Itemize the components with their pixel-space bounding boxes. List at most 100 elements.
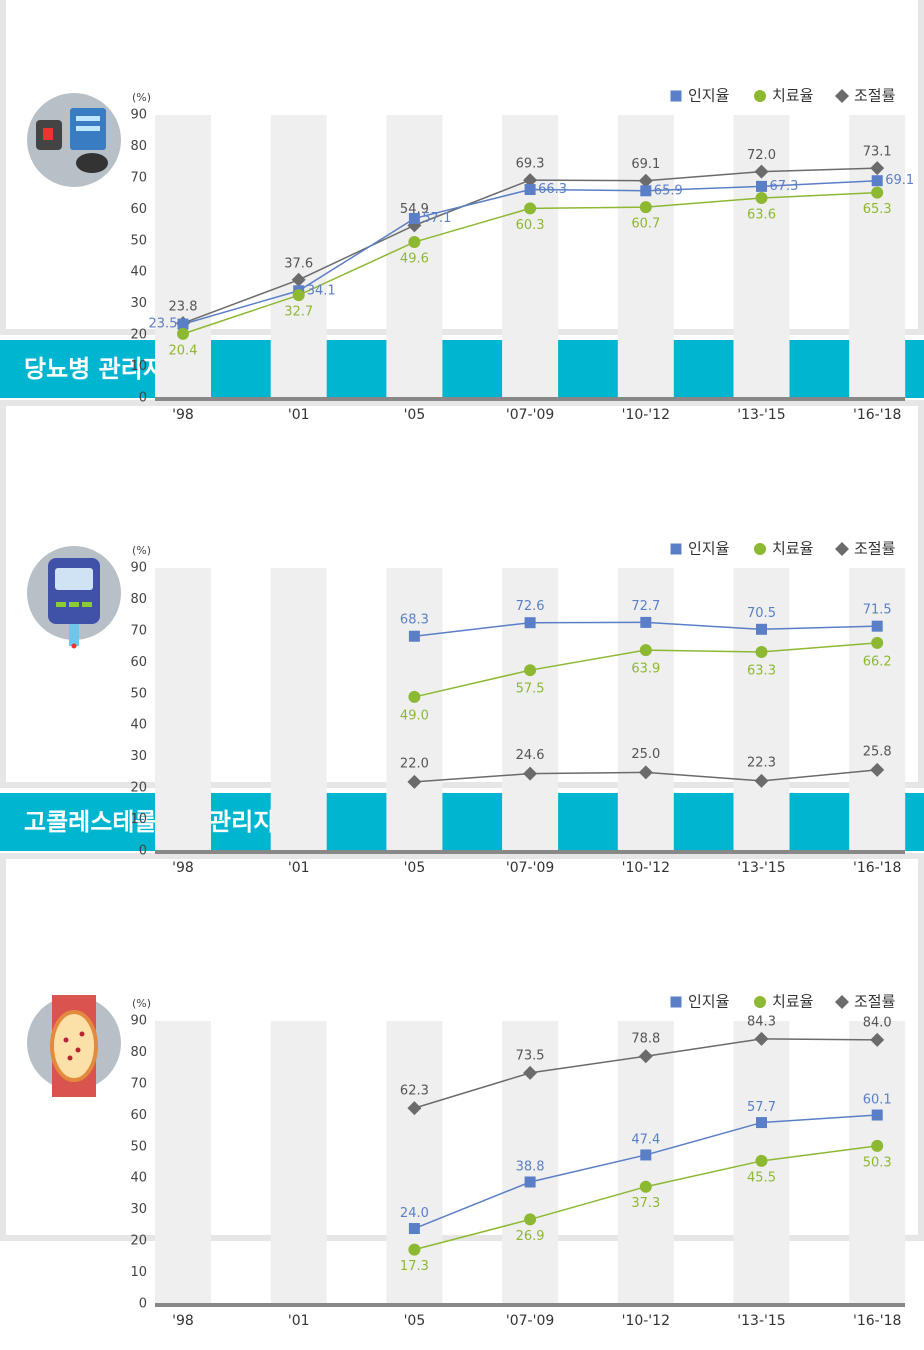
marker [755,192,768,205]
marker [524,664,537,677]
marker [408,212,420,224]
data-label: 50.3 [863,1155,892,1170]
data-label: 49.6 [400,252,429,267]
x-tick-label: '05 [404,860,426,876]
marker [524,1213,537,1226]
data-label: 73.1 [863,145,892,160]
x-tick-label: '07-'09 [506,860,554,876]
x-tick-label: '01 [288,1313,310,1329]
data-label: 63.3 [747,663,776,678]
x-tick-label: '13-'15 [737,407,785,423]
data-label: 78.8 [631,1032,660,1047]
x-tick-label: '10-'12 [622,1313,670,1329]
marker [524,1176,536,1188]
data-label: 65.9 [654,183,683,198]
x-tick-label: '07-'09 [506,407,554,423]
column-band [617,115,674,398]
marker [835,542,849,556]
marker [408,236,421,249]
data-label: 66.2 [863,654,892,669]
x-tick-label: '16-'18 [853,860,901,876]
legend-label: 조절률 [854,540,896,558]
x-tick-label: '13-'15 [737,1313,785,1329]
y-tick-label: 40 [130,265,147,280]
marker [871,620,883,632]
y-tick-label: 70 [130,170,147,185]
legend-label: 치료율 [772,993,813,1011]
data-label: 84.0 [863,1015,892,1030]
marker [524,184,536,196]
x-tick-label: '05 [404,1313,426,1329]
chart: 고혈압 관리지표0102030405060708090(%)'98'01'05'… [0,0,924,423]
column-band [849,1021,906,1304]
x-tick-label: '10-'12 [622,407,670,423]
data-label: 57.1 [422,211,451,226]
data-label: 26.9 [516,1229,545,1244]
data-label: 25.0 [631,747,660,762]
marker [408,690,421,703]
column-band [617,568,674,851]
marker [754,164,769,179]
data-label: 72.0 [747,148,776,163]
data-label: 66.3 [538,182,567,197]
marker [408,630,420,642]
data-label: 45.5 [747,1170,776,1185]
data-label: 54.9 [400,202,429,217]
legend-label: 조절률 [854,87,896,105]
column-band [155,568,211,851]
y-axis-label: (%) [132,91,151,104]
x-tick-label: '98 [172,407,194,423]
marker [754,996,766,1008]
column-band [386,568,443,851]
y-tick-label: 50 [130,686,147,701]
y-tick-label: 50 [130,233,147,248]
marker [871,636,884,649]
data-label: 38.8 [516,1159,545,1174]
marker [407,1101,422,1116]
column-band [155,115,211,398]
data-label: 25.8 [863,744,892,759]
y-tick-label: 50 [130,1139,147,1154]
data-label: 23.8 [169,300,198,315]
y-tick-label: 90 [130,108,147,123]
marker [670,543,682,555]
x-tick-label: '10-'12 [622,860,670,876]
y-tick-label: 20 [130,328,147,343]
x-tick-label: '01 [288,860,310,876]
marker [871,186,884,199]
data-label: 72.6 [516,599,545,614]
column-band [502,568,559,851]
y-axis-label: (%) [132,997,151,1010]
column-band [270,568,327,851]
x-tick-label: '98 [172,860,194,876]
marker [639,644,652,657]
data-label: 70.5 [747,606,776,621]
data-label: 67.3 [770,179,799,194]
marker [756,1117,767,1129]
data-label: 62.3 [400,1084,429,1099]
y-tick-label: 60 [130,202,147,217]
chart: 고콜레스테롤혈증 관리지표0102030405060708090(%)'98'0… [0,793,924,1329]
column-band [155,1021,211,1304]
legend-label: 인지율 [688,87,729,105]
column-band [386,1021,443,1304]
legend-label: 치료율 [772,87,813,105]
marker [754,543,766,555]
y-tick-label: 80 [130,1045,147,1060]
marker [523,766,538,781]
marker [870,1032,885,1047]
icon-glucose [27,546,121,649]
y-tick-label: 90 [130,1014,147,1029]
marker [754,90,766,102]
marker [291,272,306,287]
y-tick-label: 60 [130,1108,147,1123]
y-tick-label: 0 [139,844,147,859]
data-label: 84.3 [747,1014,776,1029]
y-tick-label: 0 [139,1297,147,1312]
y-tick-label: 20 [130,1234,147,1249]
column-band [617,1021,674,1304]
marker [407,774,422,789]
legend-label: 치료율 [772,540,813,558]
column-band [733,568,790,851]
marker [755,1154,768,1167]
